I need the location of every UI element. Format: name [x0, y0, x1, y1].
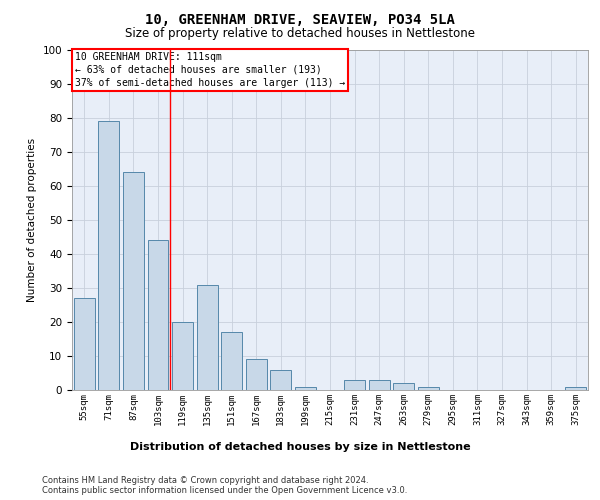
- Text: Distribution of detached houses by size in Nettlestone: Distribution of detached houses by size …: [130, 442, 470, 452]
- Bar: [368, 380, 389, 390]
- Bar: [74, 298, 95, 390]
- Bar: [221, 332, 242, 390]
- Bar: [148, 240, 169, 390]
- Bar: [565, 386, 586, 390]
- Bar: [197, 284, 218, 390]
- Text: Size of property relative to detached houses in Nettlestone: Size of property relative to detached ho…: [125, 28, 475, 40]
- Bar: [295, 386, 316, 390]
- Bar: [98, 122, 119, 390]
- Bar: [246, 360, 267, 390]
- Y-axis label: Number of detached properties: Number of detached properties: [27, 138, 37, 302]
- Bar: [393, 383, 414, 390]
- Text: Contains HM Land Registry data © Crown copyright and database right 2024.: Contains HM Land Registry data © Crown c…: [42, 476, 368, 485]
- Bar: [271, 370, 292, 390]
- Bar: [418, 386, 439, 390]
- Text: Contains public sector information licensed under the Open Government Licence v3: Contains public sector information licen…: [42, 486, 407, 495]
- Bar: [344, 380, 365, 390]
- Bar: [123, 172, 144, 390]
- Bar: [172, 322, 193, 390]
- Text: 10 GREENHAM DRIVE: 111sqm
← 63% of detached houses are smaller (193)
37% of semi: 10 GREENHAM DRIVE: 111sqm ← 63% of detac…: [74, 52, 345, 88]
- Text: 10, GREENHAM DRIVE, SEAVIEW, PO34 5LA: 10, GREENHAM DRIVE, SEAVIEW, PO34 5LA: [145, 12, 455, 26]
